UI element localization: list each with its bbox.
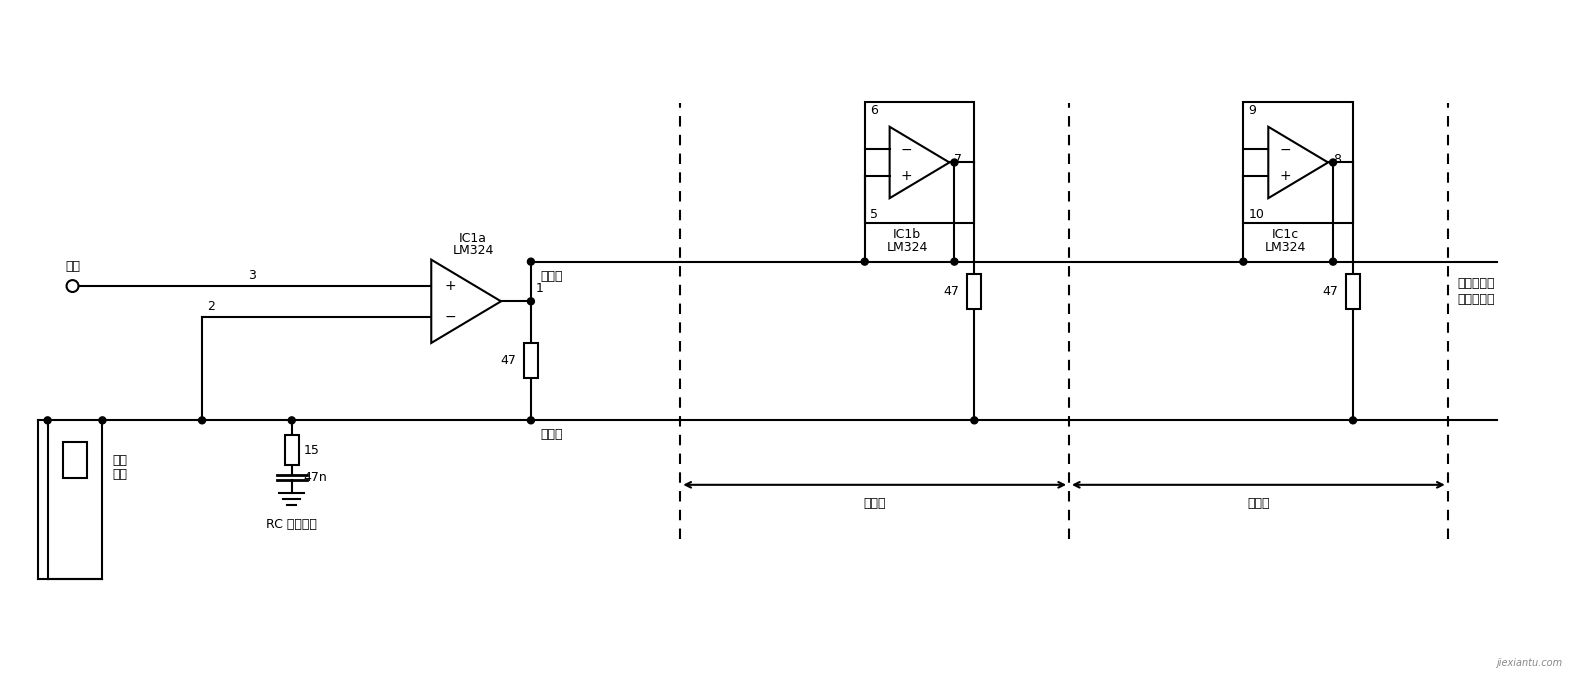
Text: 47: 47	[1323, 285, 1339, 298]
Circle shape	[527, 417, 535, 424]
Text: 5: 5	[870, 208, 878, 221]
Circle shape	[527, 298, 535, 305]
Text: 负载线: 负载线	[541, 428, 563, 441]
Text: 典型的: 典型的	[864, 496, 886, 509]
Text: 9: 9	[1249, 104, 1257, 117]
Text: +: +	[901, 169, 912, 183]
Text: 负载: 负载	[112, 454, 127, 466]
Bar	[1346, 274, 1361, 308]
Text: −: −	[901, 142, 912, 157]
Text: 典型的: 典型的	[1247, 496, 1269, 509]
Circle shape	[198, 417, 206, 424]
Text: LM324: LM324	[886, 241, 928, 254]
Text: 47: 47	[944, 285, 960, 298]
Text: 阻抗: 阻抗	[112, 469, 127, 481]
Text: IC1c: IC1c	[1273, 228, 1299, 241]
Bar	[63, 442, 88, 478]
Circle shape	[952, 258, 958, 265]
Text: IC1b: IC1b	[893, 228, 922, 241]
Circle shape	[862, 258, 868, 265]
Text: jiexiantu.com: jiexiantu.com	[1496, 659, 1562, 668]
Circle shape	[527, 258, 535, 265]
Text: IC1a: IC1a	[459, 232, 488, 244]
Text: 7: 7	[955, 153, 963, 166]
Bar	[1243, 102, 1353, 223]
Circle shape	[288, 417, 296, 424]
Text: −: −	[1279, 142, 1291, 157]
Bar	[865, 102, 974, 223]
Text: 输入: 输入	[64, 260, 80, 273]
Circle shape	[44, 417, 50, 424]
Text: +: +	[445, 279, 456, 293]
Text: −: −	[445, 310, 456, 323]
Text: 复多级连接: 复多级连接	[1458, 293, 1494, 306]
Bar	[285, 435, 299, 465]
Text: 根据需要重: 根据需要重	[1458, 277, 1494, 290]
Circle shape	[971, 417, 978, 424]
Bar	[524, 343, 538, 378]
Text: 3: 3	[249, 269, 256, 282]
Circle shape	[1329, 258, 1337, 265]
Circle shape	[1240, 258, 1247, 265]
Circle shape	[1350, 417, 1356, 424]
Text: 15: 15	[304, 443, 319, 456]
Bar	[967, 274, 982, 308]
Circle shape	[99, 417, 105, 424]
Text: LM324: LM324	[453, 244, 494, 257]
Text: 47n: 47n	[304, 471, 327, 484]
Text: 47: 47	[500, 354, 516, 367]
Text: 1: 1	[536, 283, 544, 296]
Text: 6: 6	[870, 104, 878, 117]
Text: 取样线: 取样线	[541, 270, 563, 283]
Text: 10: 10	[1249, 208, 1265, 221]
Circle shape	[952, 159, 958, 166]
Circle shape	[1329, 159, 1337, 166]
Text: RC 阻尼电路: RC 阻尼电路	[266, 518, 318, 530]
Text: 2: 2	[208, 300, 216, 313]
Text: 8: 8	[1332, 153, 1342, 166]
Text: LM324: LM324	[1265, 241, 1307, 254]
Text: +: +	[1279, 169, 1291, 183]
